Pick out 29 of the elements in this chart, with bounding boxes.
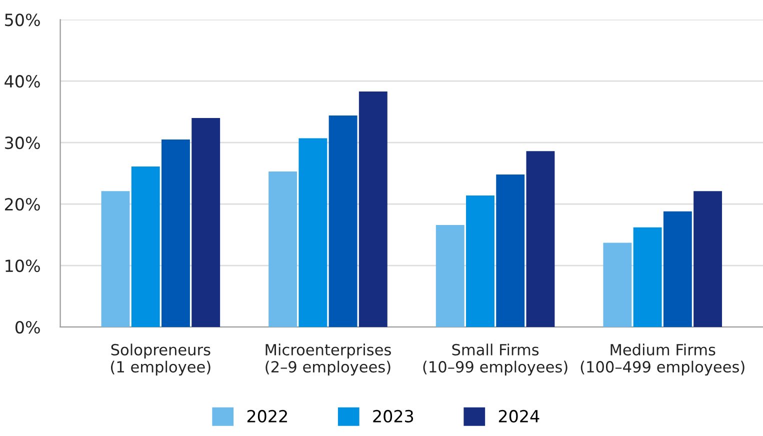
y-tick-label: 20%	[5, 198, 40, 211]
bar	[496, 174, 525, 327]
y-tick-label: 10%	[6, 259, 40, 272]
legend-label: 2022	[247, 410, 287, 422]
x-tick-label: Medium Firms (100–499 employees)	[580, 344, 744, 376]
y-tick-label: 30%	[5, 136, 40, 150]
bar	[358, 92, 388, 327]
y-tick-label: 50%	[5, 14, 40, 26]
legend-label: 2023	[373, 410, 414, 422]
bar	[101, 191, 130, 327]
y-tick-label: 0%	[15, 320, 40, 334]
bar	[298, 138, 328, 327]
bar	[603, 242, 632, 327]
x-tick-label: Small Firms (10–99 employees)	[423, 344, 568, 376]
bar	[663, 211, 692, 327]
bar	[526, 151, 555, 327]
bar	[268, 171, 298, 327]
bar	[328, 116, 358, 327]
bar	[694, 191, 722, 327]
bar	[466, 195, 494, 327]
x-tick-label: Solopreneurs (1 employee)	[111, 344, 210, 376]
bar	[436, 224, 464, 327]
x-tick-label: Microenterprises (2–9 employees)	[266, 344, 391, 376]
legend-label: 2024	[498, 410, 540, 422]
bar	[192, 118, 220, 327]
bar	[162, 140, 190, 327]
bar	[633, 227, 662, 327]
y-tick-label: 40%	[4, 75, 40, 88]
bar	[131, 166, 160, 327]
